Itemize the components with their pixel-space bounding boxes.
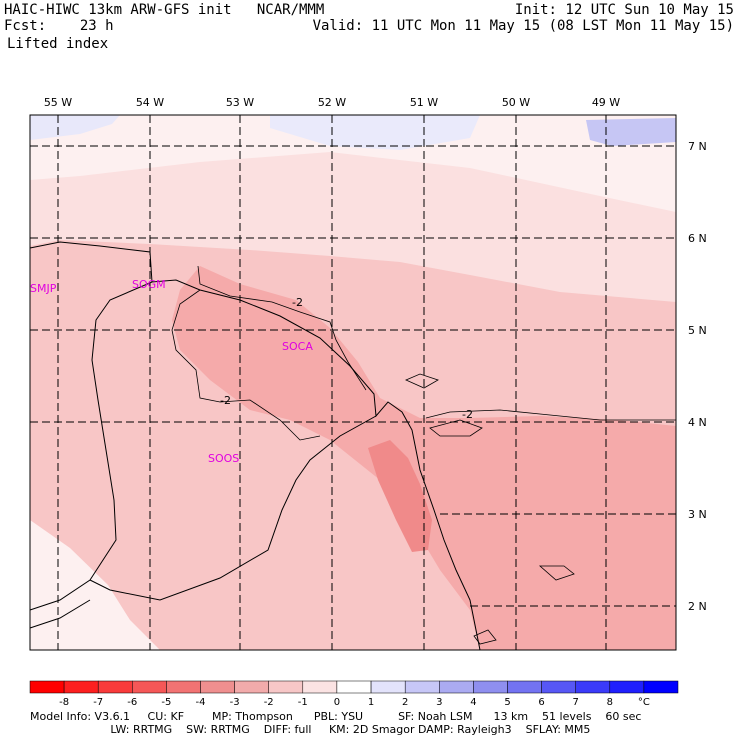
header-left: HAIC-HIWC 13km ARW-GFS init NCAR/MMM Fcs…	[4, 2, 324, 34]
colorbar-label: 7	[573, 697, 579, 708]
contour-label-2: -2	[220, 394, 231, 407]
colorbar-label: °C	[638, 697, 650, 708]
shade-blue-faint-2	[270, 115, 480, 150]
shade-blue-faint	[30, 115, 120, 140]
border-suriname-guyana	[29, 281, 153, 611]
coastline	[29, 241, 481, 651]
valid-time: Valid: 11 UTC Mon 11 May 15 (08 LST Mon …	[312, 18, 734, 34]
colorbar-swatch	[268, 680, 304, 694]
contour-label-3: -2	[462, 408, 473, 421]
shade-lightest-north	[30, 115, 676, 212]
lon-label-49w: 49 W	[592, 96, 620, 109]
station-labels: SMJP SOGM SOCA SOOS	[30, 278, 313, 465]
contour-minus2-a	[197, 265, 367, 391]
station-soca: SOCA	[282, 340, 313, 353]
colorbar-label: 6	[538, 697, 544, 708]
colorbar-label: -8	[59, 697, 69, 708]
colorbar: -8 -7 -6 -5 -4 -3 -2 -1 0 1 2 3 4 5 6 7 8 °C	[29, 680, 679, 708]
colorbar-swatch	[200, 680, 235, 694]
shade-white-sw	[30, 520, 160, 650]
lat-label-7n: 7 N	[688, 140, 707, 153]
colorbar-swatch	[609, 680, 645, 694]
contour-label-1: -2	[292, 296, 303, 309]
lon-label-53w: 53 W	[226, 96, 254, 109]
lat-label-5n: 5 N	[688, 324, 707, 337]
colorbar-label: 5	[504, 697, 510, 708]
shade-dark-core	[368, 440, 432, 552]
colorbar-label: -4	[196, 697, 206, 708]
colorbar-swatch	[166, 680, 201, 694]
colorbar-swatch	[336, 680, 372, 694]
contour-minus2-d	[405, 373, 439, 389]
colorbar-label: -6	[127, 697, 137, 708]
lon-label-50w: 50 W	[502, 96, 530, 109]
contour-labels: -2 -2 -2	[220, 296, 473, 421]
shade-light-patch	[350, 560, 380, 600]
colorbar-swatch	[507, 680, 542, 694]
colorbar-swatch	[132, 680, 167, 694]
border-suriname-fguiana	[89, 415, 377, 601]
colorbar-swatch	[575, 680, 611, 694]
colorbar-label: -5	[161, 697, 171, 708]
colorbar-label: 3	[436, 697, 442, 708]
lon-label-55w: 55 W	[44, 96, 72, 109]
contour-minus2-e	[429, 419, 483, 437]
colorbar-swatch	[404, 680, 440, 694]
map-frame	[29, 114, 677, 651]
grid-lines	[30, 115, 676, 650]
lat-label-2n: 2 N	[688, 600, 707, 613]
contour-minus2-f	[473, 629, 497, 645]
colorbar-swatches	[29, 680, 679, 694]
shade-medium-patch	[312, 470, 346, 520]
lat-label-3n: 3 N	[688, 508, 707, 521]
colorbar-label: -7	[93, 697, 103, 708]
station-sogm: SOGM	[132, 278, 166, 291]
colorbar-label: -1	[298, 697, 308, 708]
colorbar-swatch	[439, 680, 474, 694]
header-right: Init: 12 UTC Sun 10 May 15 Valid: 11 UTC…	[313, 2, 734, 34]
station-smjp: SMJP	[30, 282, 57, 295]
colorbar-label: 0	[334, 697, 340, 708]
colorbar-swatch	[370, 680, 406, 694]
colorbar-swatch	[234, 680, 269, 694]
colorbar-label: -3	[230, 697, 240, 708]
model-info: Model Info: V3.6.1 CU: KF MP: Thompson P…	[30, 710, 641, 736]
lon-label-52w: 52 W	[318, 96, 346, 109]
colorbar-swatch	[473, 680, 508, 694]
lat-label-4n: 4 N	[688, 416, 707, 429]
colorbar-swatch	[63, 680, 99, 694]
lon-label-51w: 51 W	[410, 96, 438, 109]
contour-minus2-c	[425, 409, 676, 421]
map-panel: 55 W 54 W 53 W 52 W 51 W 50 W 49 W 7 N 6…	[29, 96, 707, 651]
colorbar-label: 2	[402, 697, 408, 708]
station-soos: SOOS	[208, 452, 239, 465]
contour-minus2-b	[171, 289, 321, 441]
lat-label-6n: 6 N	[688, 232, 707, 245]
lon-label-54w: 54 W	[136, 96, 164, 109]
model-info-line1: Model Info: V3.6.1 CU: KF MP: Thompson P…	[30, 710, 642, 723]
colorbar-swatch	[302, 680, 338, 694]
colorbar-swatch	[643, 680, 679, 694]
colorbar-label: 4	[470, 697, 476, 708]
colorbar-swatch	[541, 680, 576, 694]
colorbar-label: 1	[368, 697, 374, 708]
lon-labels: 55 W 54 W 53 W 52 W 51 W 50 W 49 W	[44, 96, 620, 109]
colorbar-swatch	[97, 680, 133, 694]
colorbar-label: -2	[264, 697, 274, 708]
init-time: Init: 12 UTC Sun 10 May 15	[514, 2, 734, 18]
shade-blue	[586, 118, 676, 146]
colorbar-label: 8	[607, 697, 613, 708]
colorbar-swatch	[29, 680, 65, 694]
colorbar-labels: -8 -7 -6 -5 -4 -3 -2 -1 0 1 2 3 4 5 6 7 8 °C	[59, 697, 650, 708]
forecast-label: Fcst:	[4, 18, 47, 34]
forecast-hours: 23 h	[79, 18, 114, 34]
border-brazil	[29, 599, 91, 629]
title-line: HAIC-HIWC 13km ARW-GFS init NCAR/MMM	[4, 2, 325, 18]
field-name: Lifted index	[7, 36, 109, 52]
lat-labels: 7 N 6 N 5 N 4 N 3 N 2 N	[688, 140, 707, 613]
contour-minus2-g	[538, 565, 575, 581]
model-info-line2: LW: RRTMG SW: RRTMG DIFF: full KM: 2D Sm…	[30, 723, 591, 736]
